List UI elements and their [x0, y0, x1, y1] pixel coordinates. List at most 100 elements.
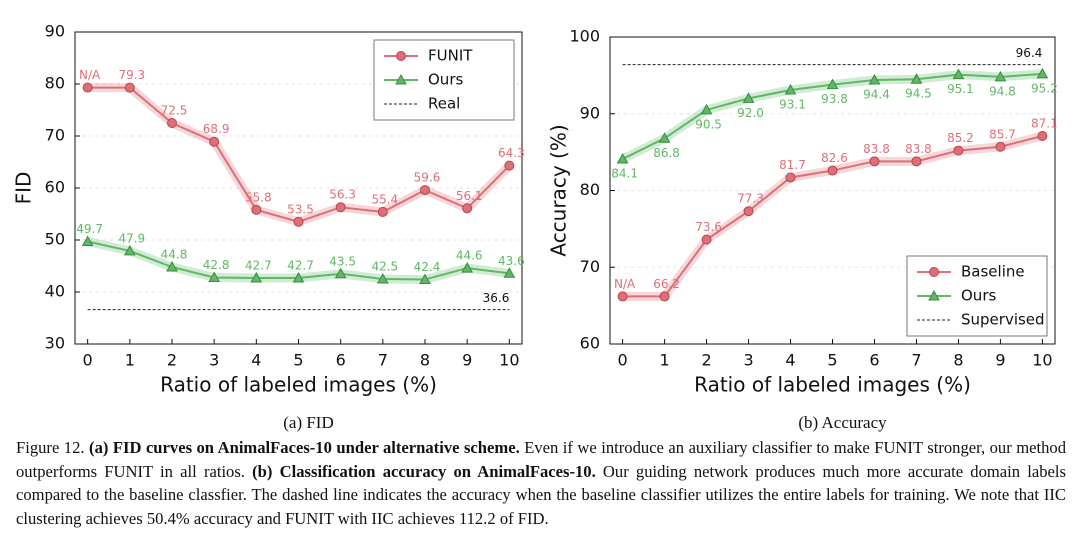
- marker: [293, 216, 304, 227]
- x-tick-label: 2: [701, 351, 711, 370]
- x-tick-label: 1: [125, 351, 135, 370]
- value-label: 81.7: [779, 158, 806, 172]
- marker: [742, 92, 755, 103]
- value-label: 55.4: [371, 192, 398, 206]
- y-tick-label: 80: [580, 180, 600, 199]
- marker: [123, 244, 136, 256]
- x-tick-label: 8: [953, 351, 963, 370]
- reference-label: 96.4: [1016, 46, 1043, 60]
- marker: [743, 206, 754, 217]
- value-label: 42.7: [287, 258, 314, 272]
- value-label: 53.5: [287, 202, 314, 216]
- value-label: 86.8: [653, 146, 680, 160]
- caption-text: Even if we introduce an auxiliary classi…: [16, 438, 1066, 481]
- value-label: 82.6: [821, 151, 848, 165]
- value-label: 43.5: [329, 254, 356, 268]
- legend-label: Supervised: [961, 311, 1045, 329]
- marker: [250, 271, 263, 283]
- marker: [1036, 67, 1049, 79]
- y-tick-label: 90: [580, 103, 600, 122]
- marker: [700, 103, 713, 115]
- y-tick-label: 100: [569, 27, 600, 46]
- x-tick-label: 10: [499, 351, 519, 370]
- marker: [910, 73, 923, 84]
- x-tick-label: 9: [462, 351, 472, 370]
- y-axis-label: Accuracy (%): [547, 124, 571, 256]
- value-label: 83.8: [863, 142, 890, 156]
- marker: [166, 118, 177, 128]
- value-label: 68.9: [203, 122, 230, 136]
- marker: [701, 234, 712, 245]
- marker: [503, 267, 516, 278]
- value-label: 44.8: [161, 248, 188, 262]
- marker: [461, 262, 474, 273]
- x-tick-label: 4: [785, 351, 795, 370]
- x-tick-label: 7: [911, 351, 921, 370]
- y-axis-label: FID: [12, 172, 36, 205]
- value-label: 92.0: [737, 106, 764, 120]
- value-label: 73.6: [695, 220, 722, 234]
- legend-marker: [929, 267, 939, 277]
- x-tick-label: 5: [827, 351, 837, 370]
- value-label: 84.1: [611, 167, 638, 181]
- x-tick-label: 1: [659, 351, 669, 370]
- x-tick-label: 3: [209, 351, 219, 370]
- marker: [462, 203, 473, 214]
- x-tick-label: 8: [420, 351, 430, 370]
- y-tick-label: 40: [45, 282, 65, 301]
- value-label: 42.8: [203, 258, 230, 272]
- value-label: 85.2: [947, 131, 974, 145]
- x-tick-label: 4: [251, 351, 261, 370]
- value-label: 94.4: [863, 87, 890, 101]
- marker: [124, 82, 135, 93]
- y-tick-label: 60: [45, 178, 65, 197]
- legend-label: Ours: [428, 71, 463, 89]
- marker: [419, 273, 431, 285]
- marker: [953, 145, 964, 156]
- value-label: 47.9: [118, 231, 145, 245]
- marker: [251, 204, 262, 215]
- x-tick-label: 3: [743, 351, 753, 370]
- marker: [377, 206, 388, 217]
- value-label: 85.7: [989, 127, 1016, 141]
- value-label: 93.1: [779, 97, 806, 111]
- marker: [826, 78, 839, 90]
- marker: [784, 83, 797, 95]
- marker: [868, 73, 881, 85]
- marker: [504, 160, 515, 171]
- marker: [292, 271, 305, 283]
- value-label: 79.3: [118, 68, 145, 82]
- marker: [869, 156, 880, 167]
- y-tick-label: 70: [45, 126, 65, 145]
- marker: [334, 267, 347, 279]
- x-tick-label: 7: [378, 351, 388, 370]
- legend-marker: [396, 51, 406, 61]
- marker: [952, 68, 965, 80]
- legend-label: Baseline: [961, 263, 1025, 281]
- y-tick-label: 50: [45, 230, 65, 249]
- legend-label: Real: [428, 95, 460, 113]
- marker: [420, 185, 431, 196]
- value-label: 55.8: [245, 190, 272, 204]
- x-axis-label: Ratio of labeled images (%): [160, 373, 437, 397]
- x-tick-label: 10: [1032, 351, 1052, 370]
- value-label: 59.6: [414, 171, 441, 185]
- value-label: 44.6: [456, 249, 483, 263]
- legend-label: Ours: [961, 287, 996, 305]
- y-tick-label: 30: [45, 334, 65, 353]
- marker: [994, 70, 1007, 82]
- x-tick-label: 6: [869, 351, 879, 370]
- value-label: 87.1: [1031, 117, 1058, 131]
- legend-marker: [395, 73, 407, 85]
- caption-text: Figure 12.: [16, 438, 90, 457]
- value-label: 90.5: [695, 117, 722, 131]
- legend-marker: [928, 289, 940, 301]
- value-label: 95.2: [1031, 81, 1058, 95]
- x-tick-label: 0: [83, 351, 93, 370]
- marker: [335, 202, 346, 213]
- marker: [995, 141, 1006, 152]
- marker: [208, 271, 221, 282]
- marker: [209, 136, 220, 147]
- subcaption: (b) Accuracy: [798, 413, 887, 432]
